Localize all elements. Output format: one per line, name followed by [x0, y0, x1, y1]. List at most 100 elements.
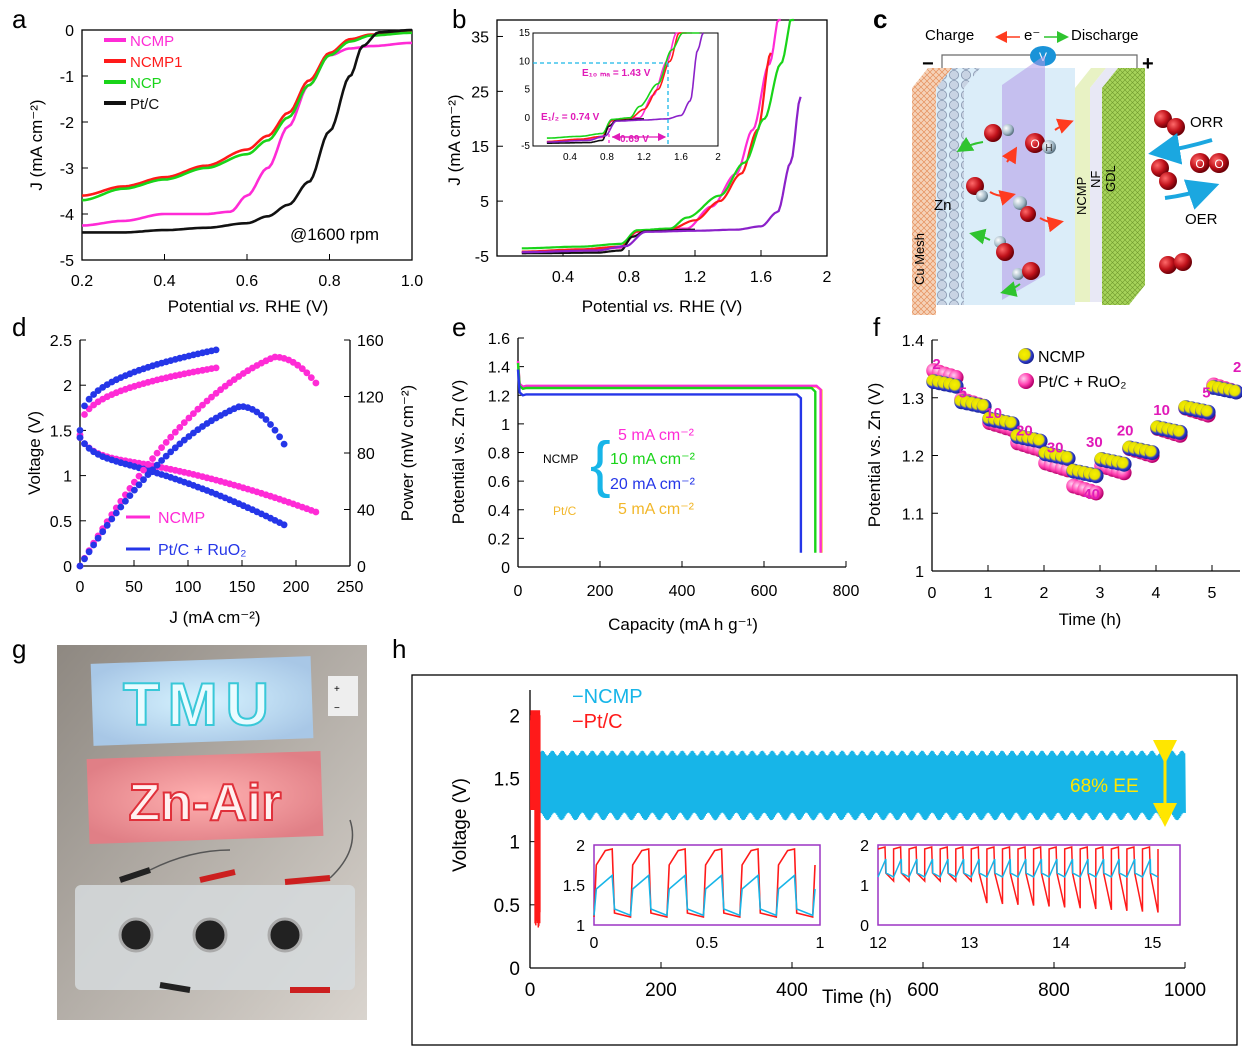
ptc-power-point	[95, 535, 102, 542]
panel-b-inset-frame	[533, 33, 718, 146]
hydroxide-o-label: O	[1030, 137, 1039, 151]
x-tick-label: 1	[984, 585, 993, 602]
ncmp-step-point	[1201, 405, 1216, 420]
panel-h-inset-1: 0 0.5 111.52	[563, 838, 825, 952]
ptc-power-point	[81, 555, 88, 562]
ptc-power-point	[122, 498, 129, 505]
y-tick-label: -4	[60, 207, 74, 224]
legend-label-ptc-h: −Pt/C	[572, 711, 623, 733]
x-tick-label: 50	[125, 579, 143, 596]
panel-e-ncmp-label: NCMP	[543, 452, 578, 466]
y-tick-label: 35	[471, 29, 489, 46]
ptc-charge-point	[213, 347, 220, 354]
x-tick-label: 0	[76, 579, 85, 596]
legend-label-ncmp1: NCMP1	[130, 54, 183, 71]
y-right-tick-label: 120	[357, 390, 384, 407]
x-tick-label: 0.4	[153, 273, 175, 290]
inset1-x-tick-label: 1	[816, 935, 825, 952]
x-tick-label: 2	[1040, 585, 1049, 602]
connector-minus: −	[334, 703, 340, 714]
y-tick-label: 1	[915, 564, 924, 581]
y-left-tick-label: 2.5	[50, 333, 72, 350]
connector-plus: +	[334, 684, 340, 695]
panel-e-rate-ptc: 5 mA cm⁻²	[618, 501, 695, 518]
hydrogen-atom-2	[976, 190, 988, 202]
y-tick-label: 0	[501, 560, 510, 577]
x-tick-label: 600	[751, 583, 778, 600]
panel-e-xlabel: Capacity (mA h g⁻¹)	[608, 615, 758, 634]
ptc-power-point	[117, 504, 124, 511]
hydrogen-atom	[1002, 124, 1014, 136]
y-tick-label: 0	[509, 959, 520, 980]
panel-d-ylabel-right: Power (mW cm⁻²)	[398, 385, 417, 521]
ncmp-step-point	[1145, 445, 1160, 460]
x-tick-label: 5	[1208, 585, 1217, 602]
y-tick-label: 0.5	[494, 896, 520, 917]
panel-e-rate-10: 10 mA cm⁻²	[610, 451, 696, 468]
hydroxide-h-label: H	[1045, 143, 1052, 154]
panel-f-ylabel: Potential vs. Zn (V)	[865, 383, 884, 528]
y-tick-label: 1.2	[488, 388, 510, 405]
panel-a-chart: 0.2 0.4 0.6 0.8 1.0 0 -1 -2 -3 -4 -5 NCMP NCMP1 NC…	[27, 23, 423, 316]
inset-y-tick-label: 0	[524, 113, 530, 124]
ncmp-discharge-point	[313, 509, 320, 516]
panel-d-xlabel: J (mA cm⁻²)	[169, 608, 260, 627]
ptc-charge-point	[81, 403, 88, 410]
ncmp-step-point	[1089, 468, 1104, 483]
y-tick-label: 0.4	[488, 503, 510, 520]
legend-label-ptc-f: Pt/C + RuO₂	[1038, 374, 1126, 391]
panel-c-schematic: Charge e⁻ Discharge V − + Cu Mesh Zn NCM…	[912, 27, 1229, 315]
oxygen-atom-3	[1020, 206, 1036, 222]
ptc-power-point	[267, 421, 274, 428]
inset-x-tick-label: 2	[715, 152, 721, 163]
x-tick-label: 150	[229, 579, 256, 596]
ncmp-power-point	[163, 439, 170, 446]
ptc-power-point	[77, 563, 84, 570]
panel-a-legend: NCMP NCMP1 NCP Pt/C	[104, 33, 183, 113]
panel-e-rate-5: 5 mA cm⁻²	[618, 427, 695, 444]
ncmp-power-point	[154, 450, 161, 457]
y-tick-label: 0.8	[488, 446, 510, 463]
y-tick-label: 1	[501, 417, 510, 434]
inset2-x-tick-label: 12	[869, 935, 887, 952]
ncmp-power-point	[158, 444, 165, 451]
step-label-10: 10	[1153, 402, 1170, 419]
cu-mesh-label: Cu Mesh	[912, 233, 927, 285]
x-tick-label: 1.6	[750, 269, 772, 286]
inset-ehalf-label: E₁/₂ = 0.74 V	[541, 112, 600, 123]
step-label-2: 2	[1233, 359, 1241, 376]
x-tick-label: 400	[776, 980, 808, 1001]
oxygen-atom-5	[1022, 262, 1040, 280]
panel-b-ylabel: J (mA cm⁻²)	[445, 94, 464, 185]
ncmp-step-point	[1117, 457, 1132, 472]
panel-e-ptc-label: Pt/C	[553, 504, 577, 518]
legend-marker-ptc-f	[1018, 373, 1034, 389]
step-label-5: 5	[1202, 385, 1210, 402]
o2-o-label-1: O	[1195, 157, 1204, 171]
ncmp-charge-point	[213, 365, 220, 372]
panel-f-xlabel: Time (h)	[1059, 610, 1122, 629]
panel-letter-f: f	[873, 312, 881, 342]
panel-e-rate-20: 20 mA cm⁻²	[610, 476, 696, 493]
oer-arrow	[1165, 188, 1208, 198]
panel-d-ylabel-left: Voltage (V)	[25, 411, 44, 495]
ptc-discharge-point	[77, 434, 84, 441]
panel-g-photo: TMU Zn-Air + −	[57, 645, 367, 1020]
inset-x-tick-label: 0.8	[600, 152, 614, 163]
ptc-power-point	[108, 516, 115, 523]
y-right-tick-label: 160	[357, 333, 384, 350]
x-tick-label: 0.8	[618, 269, 640, 286]
ncmp-power-point	[149, 455, 156, 462]
ptc-power-point	[281, 441, 288, 448]
ptc-discharge-point	[281, 521, 288, 528]
y-tick-label: 25	[471, 84, 489, 101]
panel-b-xlabel: Potential vs. RHE (V)	[582, 297, 743, 316]
o2-molecule-4b	[1174, 253, 1192, 271]
x-tick-label: 1000	[1164, 980, 1206, 1001]
inset-x-tick-label: 1.2	[637, 152, 651, 163]
o2-o-label-2: O	[1214, 157, 1223, 171]
x-tick-label: 200	[587, 583, 614, 600]
inset2-y-tick-label: 2	[860, 838, 869, 855]
inset2-x-tick-label: 15	[1144, 935, 1162, 952]
red-clip-2	[285, 878, 330, 882]
